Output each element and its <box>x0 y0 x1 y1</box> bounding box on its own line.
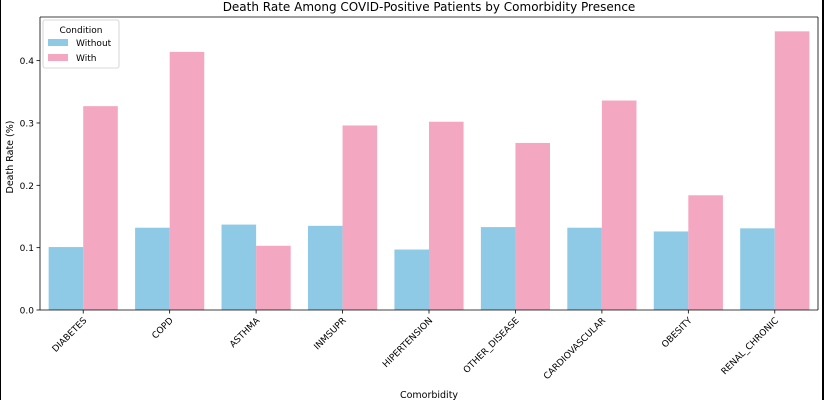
x-tick-label-diabetes: DIABETES <box>51 316 90 355</box>
x-tick-label-hipertension: HIPERTENSION <box>381 316 435 370</box>
legend-title: Condition <box>60 26 103 36</box>
legend-swatch-without <box>48 39 68 46</box>
bar-without-asthma <box>221 224 257 310</box>
bar-without-hipertension <box>394 249 429 310</box>
y-tick-label: 0.0 <box>20 307 35 317</box>
y-tick-label: 0.3 <box>20 119 34 129</box>
bar-with-hipertension <box>429 121 464 310</box>
legend-label-with: With <box>76 54 96 64</box>
x-tick-label-obesity: OBESITY <box>660 316 695 351</box>
bar-with-cardiovascular <box>601 100 637 310</box>
x-tick-label-cardiovascular: CARDIOVASCULAR <box>542 316 608 382</box>
y-tick-label: 0.4 <box>20 57 35 67</box>
frame-left-edge <box>0 0 1 400</box>
x-tick-label-copd: COPD <box>151 316 176 341</box>
legend-swatch-with <box>48 54 68 61</box>
bar-with-asthma <box>256 245 291 310</box>
x-tick-label-renal-chronic: RENAL_CHRONIC <box>720 316 781 377</box>
x-tick-label-inmsupr: INMSUPR <box>313 316 349 352</box>
bar-with-other-disease <box>515 142 551 310</box>
legend-label-without: Without <box>76 39 112 49</box>
x-axis-label: Comorbidity <box>400 390 458 400</box>
bar-without-inmsupr <box>307 225 343 310</box>
bar-with-inmsupr <box>342 125 378 310</box>
bar-with-diabetes <box>83 106 118 311</box>
bar-without-cardiovascular <box>567 227 602 310</box>
frame-right-edge <box>822 0 824 400</box>
bar-without-diabetes <box>48 247 84 310</box>
bar-with-obesity <box>688 195 723 310</box>
bar-without-other-disease <box>480 227 516 310</box>
y-tick-label: 0.1 <box>20 244 34 254</box>
chart-title: Death Rate Among COVID-Positive Patients… <box>223 0 636 14</box>
bar-without-obesity <box>653 231 689 310</box>
y-tick-label: 0.2 <box>20 182 34 192</box>
bar-without-copd <box>135 227 170 310</box>
y-axis-label: Death Rate (%) <box>5 121 16 194</box>
bar-without-renal-chronic <box>740 228 775 310</box>
x-tick-label-other-disease: OTHER_DISEASE <box>462 316 522 376</box>
bar-with-copd <box>169 51 205 310</box>
x-tick-label-asthma: ASTHMA <box>228 315 263 350</box>
bar-with-renal-chronic <box>774 31 810 311</box>
legend: Condition Without With <box>42 19 120 69</box>
bars-layer <box>48 31 810 311</box>
